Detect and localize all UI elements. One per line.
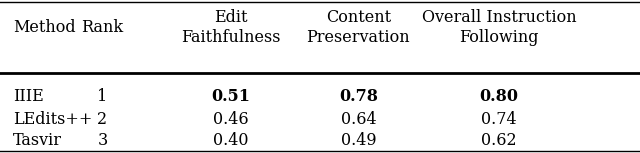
Text: Rank: Rank <box>81 19 124 36</box>
Text: 0.51: 0.51 <box>211 88 250 105</box>
Text: 0.80: 0.80 <box>480 88 518 105</box>
Text: Tasvir: Tasvir <box>13 132 62 149</box>
Text: 1: 1 <box>97 88 108 105</box>
Text: 0.46: 0.46 <box>212 111 248 128</box>
Text: Method: Method <box>13 19 76 36</box>
Text: 0.64: 0.64 <box>340 111 376 128</box>
Text: IIIE: IIIE <box>13 88 44 105</box>
Text: LEdits++: LEdits++ <box>13 111 92 128</box>
Text: Content
Preservation: Content Preservation <box>307 9 410 46</box>
Text: 0.78: 0.78 <box>339 88 378 105</box>
Text: 0.49: 0.49 <box>340 132 376 149</box>
Text: Edit
Faithfulness: Edit Faithfulness <box>180 9 280 46</box>
Text: 0.40: 0.40 <box>212 132 248 149</box>
Text: 0.62: 0.62 <box>481 132 517 149</box>
Text: 2: 2 <box>97 111 108 128</box>
Text: 0.74: 0.74 <box>481 111 517 128</box>
Text: 3: 3 <box>97 132 108 149</box>
Text: Overall Instruction
Following: Overall Instruction Following <box>422 9 577 46</box>
